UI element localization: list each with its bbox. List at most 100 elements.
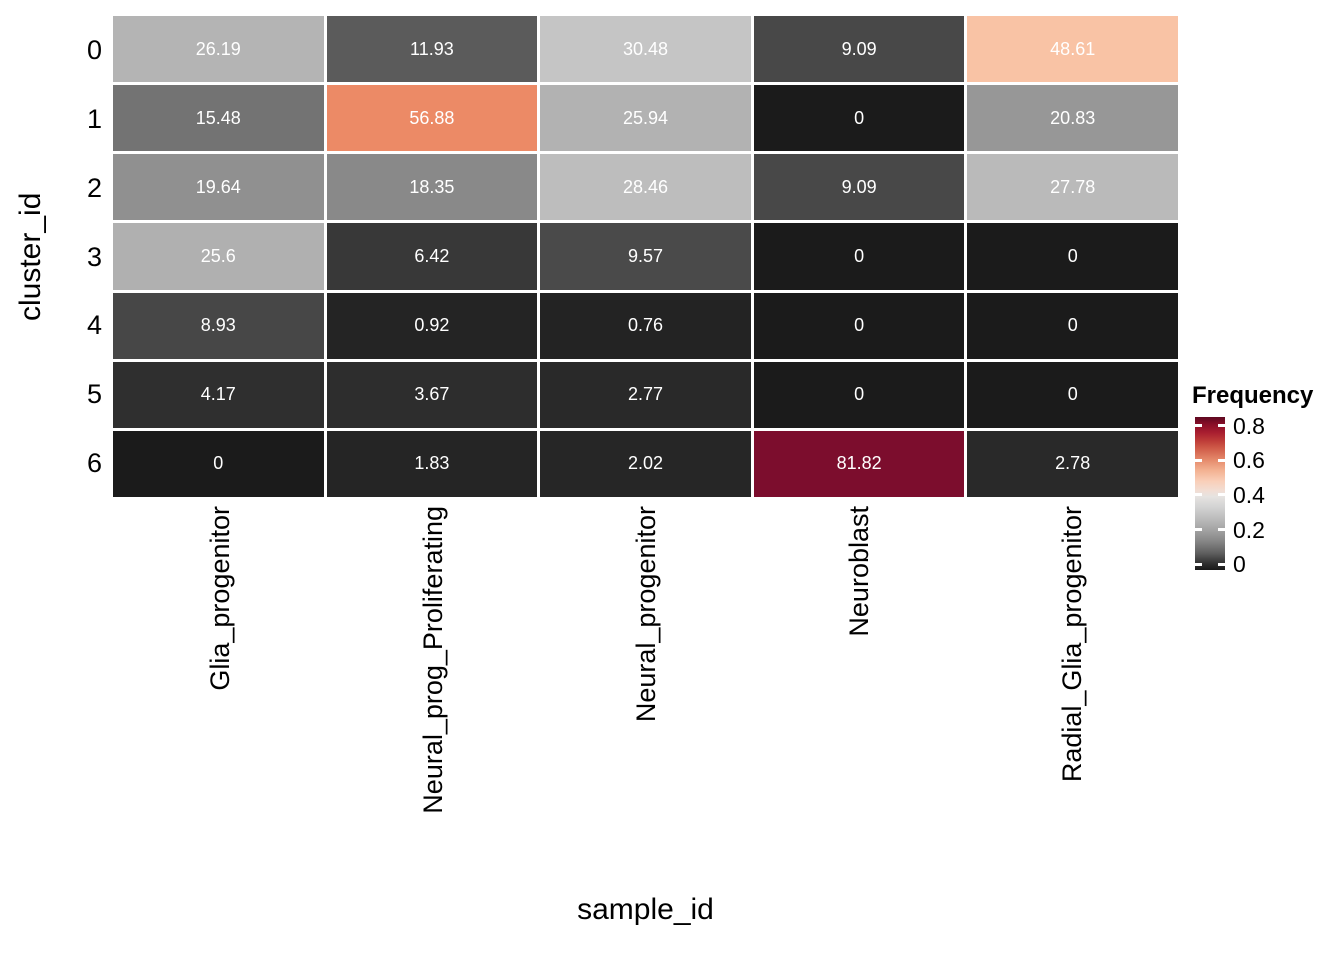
heatmap-cell: 0.92 (326, 292, 538, 359)
cell-value: 81.82 (836, 453, 882, 474)
heatmap-cell: 20.83 (967, 85, 1178, 152)
heatmap-cell: 48.61 (967, 16, 1178, 83)
legend-title: Frequency (1192, 382, 1314, 409)
cell-value: 4.17 (200, 384, 236, 405)
cell-value: 18.35 (409, 176, 455, 197)
cell-value: 20.83 (1050, 107, 1096, 128)
heatmap-cell: 0 (113, 430, 324, 497)
cell-value: 2.78 (1055, 453, 1091, 474)
legend-tick-label: 0 (1233, 551, 1246, 578)
cell-value: 9.09 (841, 38, 877, 59)
cell-value: 9.09 (841, 176, 877, 197)
y-tick-label: 0 (86, 35, 102, 66)
heatmap-cell: 11.93 (326, 16, 538, 83)
cell-value: 0 (854, 315, 865, 336)
heatmap-cell: 0 (753, 223, 965, 290)
y-tick-label: 1 (86, 104, 102, 135)
legend-tick-mark (1218, 562, 1225, 566)
cell-value: 48.61 (1050, 38, 1096, 59)
heatmap-cell: 3.67 (326, 361, 538, 428)
legend-tick-label: 0.4 (1233, 481, 1265, 508)
cell-value: 2.02 (627, 453, 664, 474)
cell-value: 0 (213, 453, 224, 474)
heatmap-cell: 2.77 (540, 361, 751, 428)
heatmap-cell: 56.88 (326, 85, 538, 152)
legend-tick-mark (1195, 562, 1202, 566)
heatmap-cell: 2.78 (967, 430, 1178, 497)
cell-value: 11.93 (410, 38, 454, 59)
heatmap-cell: 0 (753, 361, 965, 428)
cell-value: 6.42 (414, 245, 450, 266)
x-tick-label: Neural_progenitor (630, 506, 661, 723)
y-tick-label: 4 (86, 310, 102, 341)
heatmap-cell: 9.09 (753, 16, 965, 83)
cell-value: 19.64 (195, 176, 241, 197)
heatmap-cell: 28.46 (540, 154, 751, 221)
legend-tick-mark (1195, 458, 1202, 462)
heatmap-cell: 19.64 (113, 154, 324, 221)
heatmap-cell: 15.48 (113, 85, 324, 152)
x-tick-label: Glia_progenitor (204, 506, 235, 691)
x-axis-title: sample_id (577, 893, 714, 926)
legend-tick-mark (1218, 424, 1225, 428)
cell-value: 3.67 (414, 384, 450, 405)
cell-value: 0 (1067, 245, 1078, 266)
heatmap-cell: 25.94 (540, 85, 751, 152)
heatmap-cell: 0 (753, 85, 965, 152)
x-tick-label: Radial_Glia_progenitor (1056, 506, 1087, 783)
cell-value: 30.48 (622, 38, 669, 59)
heatmap-cell: 30.48 (540, 16, 751, 83)
cell-value: 15.48 (195, 107, 241, 128)
heatmap-cell: 18.35 (326, 154, 538, 221)
heatmap-grid: 26.19 11.93 30.48 9.09 48.61 15.48 56.88 25.94 0… (113, 16, 1178, 497)
heatmap-cell: 25.6 (113, 223, 324, 290)
cell-value: 0.92 (414, 315, 450, 336)
heatmap-cell: 8.93 (113, 292, 324, 359)
x-tick-label: Neuroblast (843, 506, 874, 637)
legend-tick-label: 0.2 (1233, 516, 1265, 543)
y-tick-label: 3 (86, 241, 102, 272)
heatmap-cell: 2.02 (540, 430, 751, 497)
heatmap-cell: 0 (967, 292, 1178, 359)
heatmap-cell: 0 (753, 292, 965, 359)
heatmap-cell: 27.78 (967, 154, 1178, 221)
y-tick-label: 5 (86, 378, 102, 409)
legend-tick-mark (1218, 493, 1225, 497)
heatmap-cell: 9.57 (540, 223, 751, 290)
cell-value: 27.78 (1050, 176, 1096, 197)
heatmap-cell: 6.42 (326, 223, 538, 290)
heatmap-cell: 9.09 (753, 154, 965, 221)
cell-value: 25.6 (200, 245, 236, 266)
cell-value: 1.83 (414, 453, 450, 474)
legend-tick-mark (1218, 528, 1225, 532)
cell-value: 2.77 (627, 384, 664, 405)
legend-tick-label: 0.8 (1233, 412, 1265, 439)
legend-tick-mark (1218, 458, 1225, 462)
heatmap-cell: 0 (967, 361, 1178, 428)
cell-value: 0 (854, 384, 865, 405)
cell-value: 0 (854, 245, 865, 266)
cell-value: 26.19 (195, 38, 241, 59)
heatmap-cell: 4.17 (113, 361, 324, 428)
heatmap-cell: 0.76 (540, 292, 751, 359)
legend-tick-label: 0.6 (1233, 447, 1265, 474)
cell-value: 25.94 (622, 107, 669, 128)
heatmap-cell: 26.19 (113, 16, 324, 83)
cell-value: 9.57 (627, 245, 664, 266)
cell-value: 0 (854, 107, 865, 128)
legend-tick-mark (1195, 424, 1202, 428)
x-tick-label: Neural_prog_Proliferating (417, 506, 448, 814)
cell-value: 0 (1067, 315, 1078, 336)
heatmap-cell: 1.83 (326, 430, 538, 497)
cell-value: 0.76 (627, 315, 664, 336)
legend-tick-mark (1195, 528, 1202, 532)
heatmap-cell: 81.82 (753, 430, 965, 497)
cell-value: 56.88 (409, 107, 455, 128)
cell-value: 0 (1067, 384, 1078, 405)
heatmap-cell: 0 (967, 223, 1178, 290)
legend-tick-mark (1195, 493, 1202, 497)
y-tick-label: 2 (86, 172, 102, 203)
cell-value: 8.93 (200, 315, 236, 336)
cell-value: 28.46 (622, 176, 669, 197)
